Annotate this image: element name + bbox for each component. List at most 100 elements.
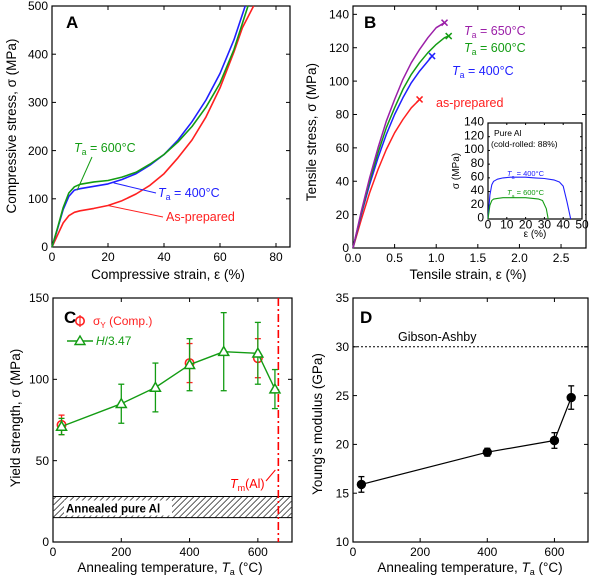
- panel-b-y-tick-label: 60: [336, 141, 350, 155]
- panel-b-y-tick-label: 140: [329, 8, 349, 22]
- panel-a-x-tick-label: 40: [157, 250, 171, 264]
- panel-b-fracture-mark-1: [428, 52, 436, 60]
- panel-b-inset-y-tick-label: 80: [471, 156, 485, 170]
- panel-a-y-tick-label: 200: [28, 144, 48, 158]
- panel-a-leader-as-prepared: [107, 205, 164, 218]
- panel-b-inset-x-tick-label: 20: [519, 218, 533, 232]
- panel-b-inset-x-tick-label: 50: [575, 218, 589, 232]
- panel-b-inset-y-tick-label: 120: [464, 128, 484, 142]
- panel-c-band-hatch-line: [53, 496, 69, 513]
- panel-c-tm-label: Tm(Al): [230, 477, 265, 493]
- panel-c-y-tick-label: 50: [36, 454, 50, 468]
- panel-a-series-line-0: [51, 5, 255, 248]
- panel-b-inset-y-tick-label: 40: [471, 183, 485, 197]
- panel-b-inset-x-tick-label: 30: [538, 218, 552, 232]
- panel-b-inset-background: [444, 120, 585, 240]
- panel-b-label-as-prepared: as-prepared: [436, 96, 503, 110]
- panel-a-label-ta400: Ta = 400°C: [158, 186, 220, 202]
- panel-c-y-tick-label: 100: [29, 373, 49, 387]
- panel-d-y-tick-label: 35: [336, 291, 350, 305]
- panel-c-x-tick-label: 400: [180, 545, 200, 559]
- panel-c-x-tick-label: 600: [248, 545, 268, 559]
- panel-d-point: [549, 435, 560, 446]
- panel-b-y-tick-label: 120: [329, 41, 349, 55]
- panel-a-x-tick-label: 80: [269, 250, 283, 264]
- panel-b-letter: B: [364, 13, 376, 32]
- panel-a-series-line-1: [51, 5, 246, 248]
- panel-b-inset-y-tick-label: 60: [471, 169, 485, 183]
- panel-c: C 0 200 400 600 0 50 100 150 Annealed pure Al Tm…: [8, 291, 326, 577]
- panel-d: D 0 200 400 600 10 15 20 25 30 35 Gibson-Ashby Yo…: [310, 291, 589, 577]
- panel-a-y-tick-label: 100: [28, 192, 48, 206]
- panel-a-x-tick-label: 20: [101, 250, 115, 264]
- panel-c-band-hatch-line: [274, 500, 292, 518]
- panel-c-axes: 0 200 400 600 0 50 100 150: [29, 291, 293, 559]
- panel-b-y-tick-label: 80: [336, 108, 350, 122]
- panel-b-inset-label-ta400: Ta = 400°C: [507, 169, 545, 181]
- panel-d-x-tick-label: 200: [410, 545, 430, 559]
- panel-b-inset-y-axis-title: σ (MPa): [451, 153, 462, 189]
- panel-c-tm-arrow: [265, 469, 276, 482]
- panel-d-y-tick-label: 15: [336, 486, 350, 500]
- panel-c-point-hardness: [149, 380, 162, 392]
- panel-c-point-hardness: [217, 345, 231, 357]
- panel-c-band-hatch-line: [232, 496, 255, 518]
- panel-b-inset-title: Pure Al: [494, 128, 522, 138]
- panel-a-label-as-prepared: As-prepared: [166, 210, 235, 224]
- panel-c-band-hatch-line: [268, 496, 291, 518]
- panel-b-series-line-2: [352, 35, 449, 249]
- panel-a-frame: [51, 5, 291, 248]
- panel-b-series-line-1: [352, 55, 433, 249]
- panel-c-legend-marker-hardness: [73, 334, 87, 346]
- panel-d-point: [482, 447, 492, 457]
- panel-a-letter: A: [66, 13, 78, 32]
- panel-b-label-ta600: Ta = 600°C: [464, 41, 526, 57]
- panel-d-y-axis-title: Young's modulus (GPa): [310, 353, 325, 495]
- panel-b-y-axis-title: Tensile stress, σ (MPa): [304, 63, 319, 201]
- panel-a-series-line-2: [51, 5, 249, 248]
- panel-b-x-tick-label: 2.0: [511, 251, 528, 265]
- panel-c-band-hatch-line: [305, 496, 326, 517]
- panel-b-inset-label-ta600: Ta = 600°C: [507, 188, 545, 200]
- panel-b-inset-subtitle: (cold-rolled: 88%): [491, 139, 558, 149]
- panel-c-legend-label-hardness: H/3.47: [96, 334, 132, 348]
- panel-c-band-label-bg: [64, 500, 172, 516]
- panel-d-x-tick-label: 0: [350, 545, 357, 559]
- panel-c-point-hardness: [114, 397, 128, 409]
- panel-b-x-tick-label: 0.5: [386, 251, 403, 265]
- panel-c-band-hatch-line: [208, 496, 231, 518]
- panel-b-inset-y-tick-label: 0: [477, 211, 484, 225]
- panel-d-series: [356, 385, 576, 493]
- panel-c-x-axis-title: Annealing temperature, Ta (°C): [77, 560, 262, 577]
- panel-b-fracture-mark-3: [441, 19, 449, 27]
- panel-a-label-ta600: Ta = 600°C: [74, 141, 136, 157]
- panel-b-frame: [352, 5, 587, 249]
- panel-b-labels: Ta = 650°CTa = 600°C Ta = 400°C as-prepare…: [436, 24, 526, 110]
- panel-b-x-axis-title: Tensile strain, ε (%): [409, 267, 526, 282]
- panel-a-y-tick-label: 0: [41, 240, 48, 254]
- panel-d-point: [566, 392, 576, 403]
- panel-d-y-tick-label: 30: [336, 340, 350, 354]
- panel-b-fracture-mark-2: [445, 32, 453, 40]
- panel-c-point-hardness: [268, 382, 282, 394]
- panel-c-band-hatch-line: [23, 496, 44, 517]
- panel-c-legend: σY (Comp.) H/3.47: [67, 314, 152, 348]
- panel-b-inset-series-line-1: [487, 197, 549, 220]
- panel-a-y-tick-label: 400: [28, 47, 48, 61]
- panel-c-annealed-band: Annealed pure Al Tm(Al): [23, 298, 326, 542]
- panel-b-x-tick-label: 2.5: [553, 251, 570, 265]
- panel-b-inset-y-tick-label: 140: [464, 115, 484, 129]
- panel-c-band-hatch-line: [214, 496, 237, 518]
- panel-d-x-tick-label: 400: [477, 545, 497, 559]
- panel-c-y-axis-title: Yield strength, σ (MPa): [8, 349, 23, 487]
- panel-c-band-hatch-line: [178, 496, 201, 518]
- panel-c-series: [55, 311, 282, 436]
- panel-c-band-hatch-line: [29, 496, 50, 517]
- panel-b-y-tick-label: 0: [342, 241, 349, 255]
- panel-a-leader-ta400: [113, 182, 157, 194]
- panel-d-series-line-0: [361, 397, 572, 485]
